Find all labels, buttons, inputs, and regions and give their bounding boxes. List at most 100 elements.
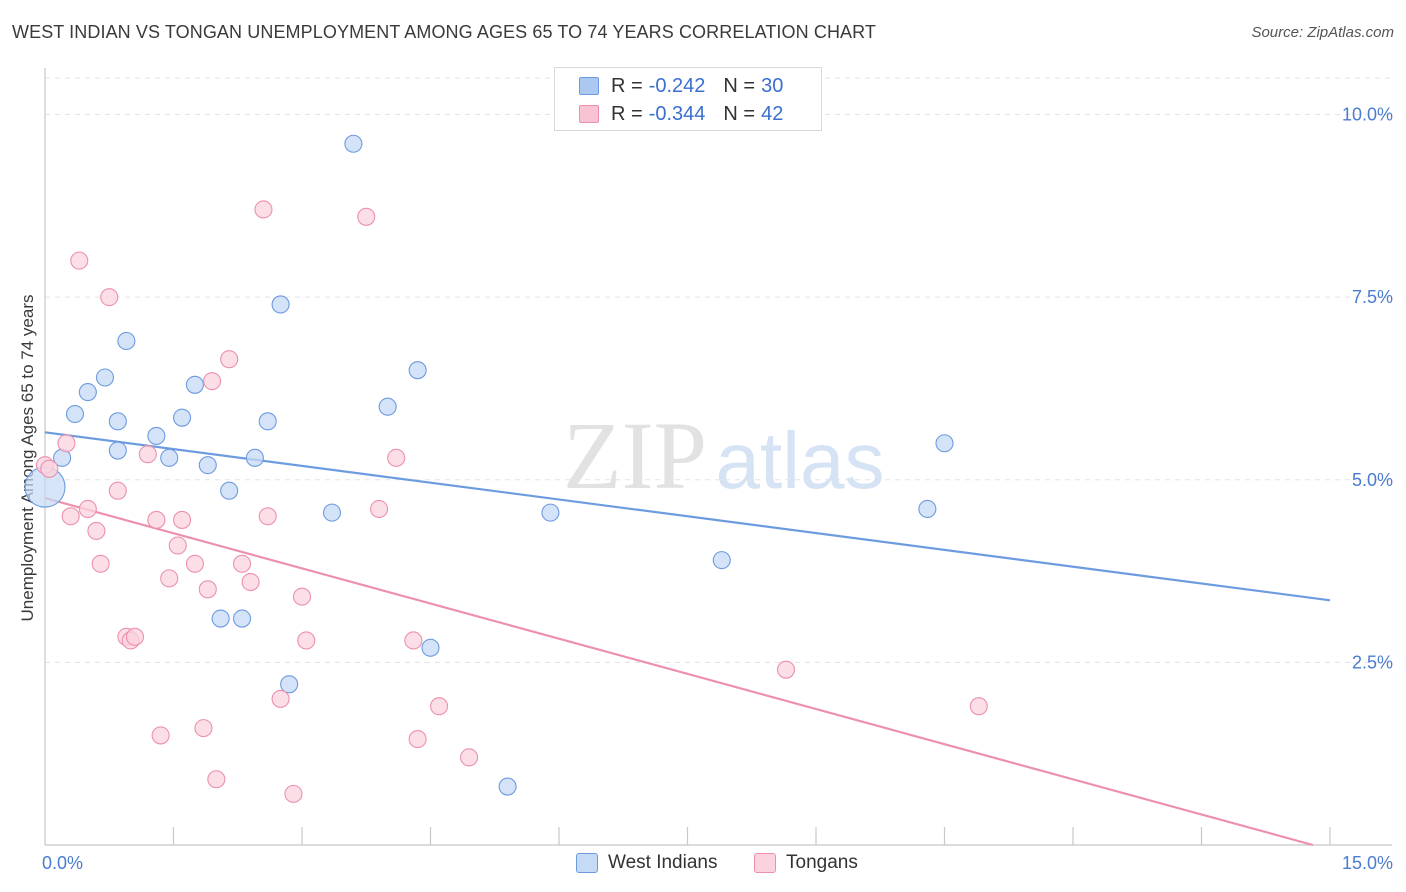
point-tongans <box>220 350 239 369</box>
point-tongans <box>125 627 144 646</box>
point-tongans <box>198 580 217 599</box>
point-west-indians <box>117 331 136 351</box>
point-tongans <box>258 507 277 526</box>
point-tongans <box>232 554 252 573</box>
point-west-indians <box>160 448 179 467</box>
point-west-indians <box>280 675 299 694</box>
point-tongans <box>459 748 479 767</box>
point-tongans <box>404 631 423 650</box>
point-west-indians <box>65 404 85 424</box>
point-west-indians <box>95 368 115 387</box>
legend-label-west-indians: West Indians <box>608 852 718 873</box>
point-west-indians <box>322 503 342 522</box>
stats-legend: R = -0.242 N = 30 R = -0.344 N = 42 <box>554 67 822 131</box>
point-tongans <box>387 448 406 467</box>
point-tongans <box>370 499 389 519</box>
point-tongans <box>87 521 106 540</box>
series-legend: West Indians Tongans <box>0 852 1406 876</box>
legend-item-tongans: Tongans <box>754 852 858 874</box>
data-points <box>24 134 988 803</box>
point-tongans <box>430 697 449 716</box>
point-tongans <box>100 288 119 307</box>
point-west-indians <box>173 408 192 427</box>
point-tongans <box>40 459 59 478</box>
watermark-zip: ZIP <box>563 402 707 509</box>
x-tick-label: 15.0% <box>1342 853 1393 873</box>
legend-swatch-pink <box>579 105 599 123</box>
point-tongans <box>160 569 179 588</box>
legend-r-label: R = <box>611 74 643 97</box>
point-west-indians <box>421 638 440 657</box>
point-west-indians <box>245 448 264 467</box>
point-west-indians <box>712 551 731 570</box>
point-tongans <box>408 730 427 749</box>
point-tongans <box>147 510 166 529</box>
legend-r-value: -0.344 <box>648 102 706 125</box>
legend-n-label: N = <box>723 102 756 125</box>
legend-r-label: R = <box>611 102 643 125</box>
point-tongans <box>254 200 273 219</box>
point-tongans <box>284 784 303 803</box>
point-west-indians <box>344 134 363 153</box>
legend-n-label: N = <box>723 74 756 97</box>
point-tongans <box>203 372 222 391</box>
point-west-indians <box>232 609 252 628</box>
point-tongans <box>271 689 290 708</box>
point-west-indians <box>220 481 239 500</box>
point-west-indians <box>498 777 517 796</box>
point-tongans <box>151 726 170 745</box>
point-tongans <box>776 660 796 679</box>
point-tongans <box>91 554 110 573</box>
legend-n-value: 42 <box>761 102 784 125</box>
point-tongans <box>108 481 127 500</box>
point-west-indians <box>378 397 397 416</box>
point-tongans <box>207 770 226 789</box>
legend-label-tongans: Tongans <box>786 852 858 873</box>
point-west-indians <box>258 412 277 431</box>
point-west-indians <box>408 361 427 380</box>
trend-line-tongans <box>44 496 1314 847</box>
source-label: Source: ZipAtlas.com <box>1251 24 1394 41</box>
point-tongans <box>969 697 988 716</box>
legend-swatch-blue <box>579 77 599 95</box>
point-tongans <box>173 510 192 529</box>
legend-r-value: -0.242 <box>648 74 706 97</box>
watermark: ZIP atlas <box>563 402 884 509</box>
chart-title: WEST INDIAN VS TONGAN UNEMPLOYMENT AMONG… <box>12 22 877 42</box>
legend-row-west-indians: R = -0.242 N = 30 <box>579 74 783 98</box>
point-tongans <box>357 207 376 226</box>
watermark-atlas: atlas <box>716 416 885 505</box>
point-tongans <box>78 499 97 519</box>
point-west-indians <box>271 295 290 314</box>
y-tick-label: 2.5% <box>1352 652 1393 672</box>
point-tongans <box>241 572 260 592</box>
legend-swatch-west-indians <box>576 853 598 873</box>
y-tick-label: 5.0% <box>1352 470 1393 490</box>
point-west-indians <box>78 383 97 402</box>
y-tick-label: 7.5% <box>1352 287 1393 307</box>
point-west-indians <box>198 456 217 475</box>
y-tick-label: 10.0% <box>1342 105 1393 125</box>
point-west-indians <box>185 375 204 394</box>
point-tongans <box>57 434 76 453</box>
tick-labels: 2.5% 5.0% 7.5% 10.0% 0.0% 15.0% <box>42 105 1393 873</box>
point-tongans <box>61 507 80 526</box>
point-west-indians <box>108 441 127 460</box>
point-tongans <box>70 251 89 270</box>
point-tongans <box>292 587 312 606</box>
legend-row-tongans: R = -0.344 N = 42 <box>579 102 783 126</box>
point-tongans <box>194 719 213 738</box>
point-west-indians <box>211 609 230 628</box>
point-tongans <box>297 631 316 650</box>
point-west-indians <box>147 426 166 445</box>
legend-n-value: 30 <box>761 74 784 97</box>
point-west-indians <box>108 412 127 431</box>
legend-swatch-tongans <box>754 853 776 873</box>
point-tongans <box>168 536 187 555</box>
point-tongans <box>185 554 204 573</box>
x-tick-label: 0.0% <box>42 853 83 873</box>
point-west-indians <box>541 503 560 522</box>
point-west-indians <box>935 434 954 453</box>
legend-item-west-indians: West Indians <box>576 852 717 874</box>
